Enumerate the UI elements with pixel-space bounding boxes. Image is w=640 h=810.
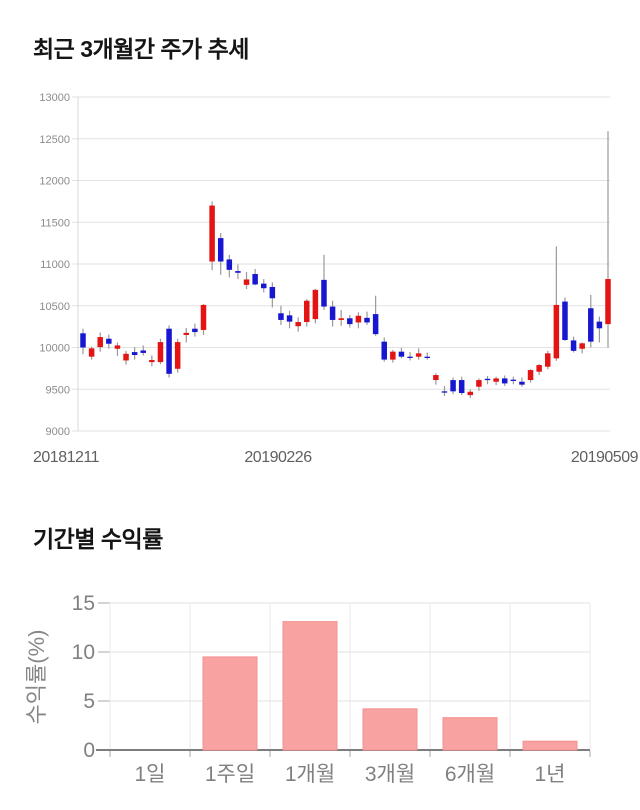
price-chart: 13000 12500 12000 11500 11000 10500 10000 9500 9… (33, 92, 639, 466)
candle-body (106, 338, 112, 344)
price-ytick-label: 10000 (39, 343, 70, 355)
candle-body (235, 271, 241, 273)
candle-body (80, 333, 86, 348)
candle-body (252, 274, 258, 285)
candle-body (183, 332, 190, 335)
candle-body (243, 279, 250, 285)
returns-category-label: 3개월 (365, 763, 415, 786)
price-ytick-label: 11500 (40, 217, 70, 229)
candle-body (372, 314, 379, 335)
return-bar (282, 621, 338, 751)
returns-ytick-label: 0 (83, 739, 95, 762)
candle-body (527, 370, 534, 381)
candle-body (312, 289, 319, 320)
candle-body (458, 380, 465, 394)
candle-body (114, 345, 121, 349)
candle-body (450, 380, 456, 392)
candle-body (123, 353, 129, 361)
candle-body (166, 328, 172, 374)
candle-body (519, 381, 525, 385)
price-ytick-label: 10500 (39, 301, 70, 313)
candle-body (398, 351, 405, 357)
candle-body (200, 304, 207, 330)
candle-body (510, 379, 517, 381)
price-ytick-label: 12500 (39, 134, 70, 146)
candle-body (209, 205, 215, 262)
price-ytick-label: 12000 (39, 176, 70, 188)
candle-body (269, 286, 276, 299)
candle-body (260, 283, 267, 289)
candle-body (364, 317, 370, 323)
returns-category-label: 1일 (135, 763, 166, 786)
candle-body (605, 279, 611, 325)
price-xtick-label: 20181211 (33, 449, 100, 466)
candle-body (570, 340, 577, 351)
candle-body (97, 337, 103, 348)
candle-body (329, 306, 336, 320)
candle-body (131, 352, 138, 356)
candle-body (588, 308, 594, 342)
candle-body (433, 375, 439, 381)
candle-body (295, 322, 301, 327)
price-chart-title: 최근 3개월간 주가 추세 (33, 36, 249, 62)
price-xtick-label: 20190509 (571, 449, 639, 466)
returns-category-label: 1개월 (285, 763, 335, 786)
returns-ytick-label: 5 (83, 690, 95, 713)
candle-body (545, 353, 551, 367)
price-ytick-label: 9000 (46, 426, 70, 438)
candle-body (321, 279, 327, 307)
candle-body (407, 356, 413, 358)
candle-body (501, 378, 508, 384)
candle-body (484, 378, 491, 381)
return-bar (442, 717, 498, 751)
candle-body (157, 342, 164, 363)
candle-body (467, 391, 474, 396)
return-bar (362, 708, 418, 751)
candle-body (579, 343, 585, 349)
return-bar (202, 656, 258, 751)
price-ytick-label: 11000 (40, 259, 70, 271)
candle-body (553, 304, 560, 359)
candle-body (424, 356, 431, 358)
candle-body (390, 351, 396, 360)
returns-chart: 0 5 10 15 1일 1주일 1개월 3개월 6개월 1년 (72, 592, 591, 786)
returns-chart-ylabel: 수익률(%) (24, 629, 49, 725)
candle-body (278, 313, 284, 320)
candle-body (217, 238, 224, 262)
price-ytick-label: 13000 (39, 92, 70, 104)
returns-chart-title: 기간별 수익률 (33, 526, 163, 552)
candle-body (286, 315, 293, 322)
candle-body (88, 348, 95, 357)
price-xtick-label: 20190226 (244, 449, 312, 466)
candle-body (381, 341, 387, 360)
candle-body (596, 321, 603, 329)
candle-body (338, 318, 344, 320)
returns-category-label: 6개월 (445, 763, 495, 786)
returns-ytick-label: 15 (72, 592, 95, 615)
candle-body (347, 318, 353, 325)
returns-ytick-label: 10 (72, 641, 95, 664)
candle-body (415, 353, 422, 357)
candle-body (355, 315, 362, 323)
candle-body (192, 328, 198, 333)
candle-body (174, 342, 181, 369)
price-ytick-label: 9500 (46, 384, 70, 396)
candle-body (140, 350, 146, 353)
returns-category-label: 1년 (535, 763, 566, 786)
candle-body (493, 378, 499, 382)
candle-body (304, 300, 310, 323)
return-bar (522, 740, 578, 751)
returns-category-label: 1주일 (205, 763, 255, 786)
candle-body (536, 365, 542, 372)
candle-body (562, 301, 568, 340)
candle-body (476, 380, 482, 387)
candle-body (441, 391, 448, 393)
candle-body (149, 360, 155, 363)
candle-body (226, 259, 233, 270)
